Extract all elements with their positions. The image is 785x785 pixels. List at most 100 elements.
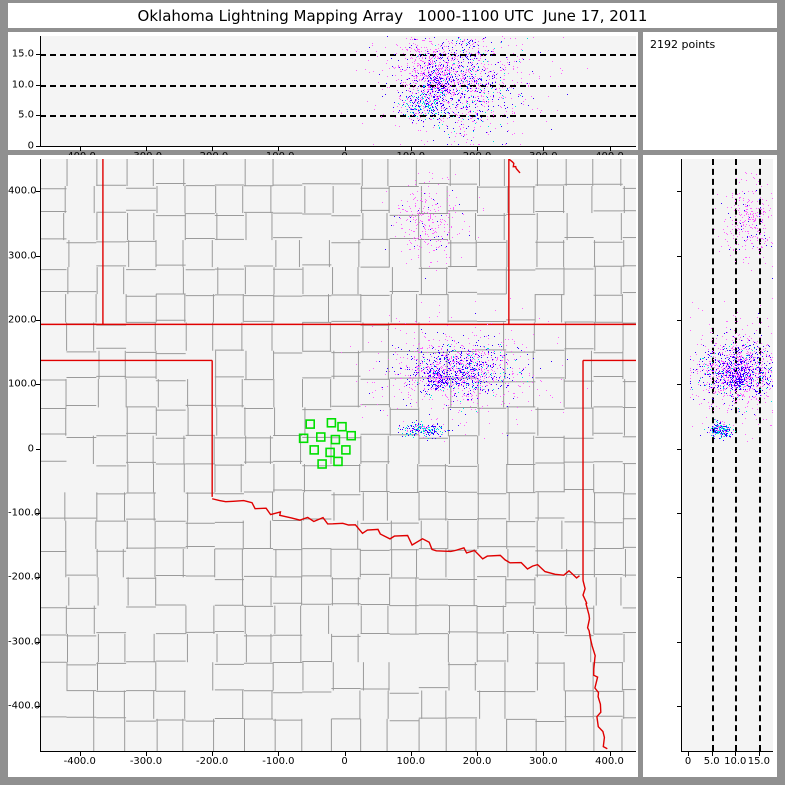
source-point — [362, 416, 363, 418]
source-point — [428, 379, 429, 381]
source-point — [396, 44, 398, 46]
source-point — [477, 398, 479, 399]
source-point — [444, 80, 446, 81]
source-point — [383, 113, 384, 115]
source-point — [472, 367, 474, 369]
source-point — [465, 413, 467, 415]
source-point — [441, 98, 443, 100]
source-point — [449, 374, 450, 375]
source-point — [441, 71, 443, 73]
source-point — [494, 80, 496, 82]
source-point — [437, 88, 439, 89]
figure-title-bar: Oklahoma Lightning Mapping Array 1000-11… — [8, 3, 777, 28]
source-point — [456, 107, 458, 109]
source-point — [438, 374, 440, 376]
source-point — [495, 87, 497, 89]
source-point — [515, 359, 517, 361]
source-point — [422, 367, 424, 369]
source-point — [492, 370, 494, 372]
source-point — [440, 379, 442, 380]
source-point — [470, 73, 471, 75]
source-point — [355, 50, 357, 52]
source-point — [467, 376, 469, 378]
source-point — [475, 382, 477, 383]
source-point — [511, 108, 513, 110]
source-point — [448, 383, 450, 385]
source-point — [459, 360, 461, 362]
source-point — [440, 388, 442, 390]
source-point — [394, 116, 396, 118]
source-point — [446, 126, 448, 128]
source-point — [429, 108, 431, 109]
source-point — [478, 380, 480, 382]
source-point — [453, 140, 455, 142]
source-point — [492, 380, 494, 382]
source-point — [443, 354, 445, 356]
source-point — [547, 96, 549, 98]
source-point — [466, 57, 468, 59]
source-point — [458, 81, 460, 83]
source-point — [429, 56, 431, 58]
source-point — [434, 96, 435, 98]
source-point — [440, 389, 442, 391]
source-point — [410, 431, 412, 433]
source-point — [434, 84, 436, 86]
source-point — [414, 375, 416, 376]
source-point — [531, 410, 532, 412]
source-point — [501, 385, 503, 387]
source-point — [465, 70, 467, 72]
source-point — [419, 207, 421, 209]
source-point — [504, 372, 506, 374]
source-point — [427, 365, 429, 367]
source-point — [429, 105, 430, 106]
source-point — [496, 73, 498, 75]
source-point — [486, 368, 488, 370]
source-point — [476, 80, 478, 82]
source-point — [429, 434, 431, 436]
source-point — [349, 346, 351, 348]
source-point — [450, 81, 452, 83]
source-point — [466, 55, 468, 56]
source-point — [422, 355, 423, 357]
source-point — [416, 51, 418, 53]
map-plot-area[interactable] — [40, 159, 636, 751]
source-point — [487, 365, 489, 366]
source-point — [457, 370, 459, 372]
source-point — [411, 38, 413, 40]
source-point — [435, 366, 437, 368]
source-point — [444, 358, 446, 359]
source-point — [428, 365, 430, 367]
source-point — [425, 96, 427, 98]
source-point — [449, 378, 451, 380]
source-point — [462, 73, 464, 75]
source-point — [420, 328, 422, 330]
source-point — [411, 36, 413, 38]
source-point — [447, 41, 449, 43]
source-point — [413, 87, 414, 89]
source-point — [386, 414, 388, 416]
source-point — [386, 386, 388, 388]
source-point — [429, 435, 431, 437]
source-point — [381, 341, 383, 343]
source-point — [429, 104, 431, 106]
source-point — [455, 383, 457, 385]
source-point — [421, 57, 423, 59]
source-point — [490, 368, 492, 370]
source-point — [492, 75, 494, 77]
source-point — [462, 334, 464, 336]
source-point — [504, 74, 506, 76]
source-point — [492, 92, 494, 94]
source-point — [422, 222, 424, 224]
source-point — [441, 107, 443, 109]
source-point — [442, 178, 444, 180]
source-point — [442, 79, 444, 81]
source-point — [427, 97, 429, 99]
source-point — [486, 380, 488, 382]
source-point — [398, 60, 400, 62]
source-point — [418, 54, 420, 56]
source-point — [433, 58, 435, 60]
source-point — [469, 377, 471, 379]
source-point — [416, 373, 418, 375]
source-point — [483, 120, 484, 122]
source-point — [442, 93, 444, 95]
